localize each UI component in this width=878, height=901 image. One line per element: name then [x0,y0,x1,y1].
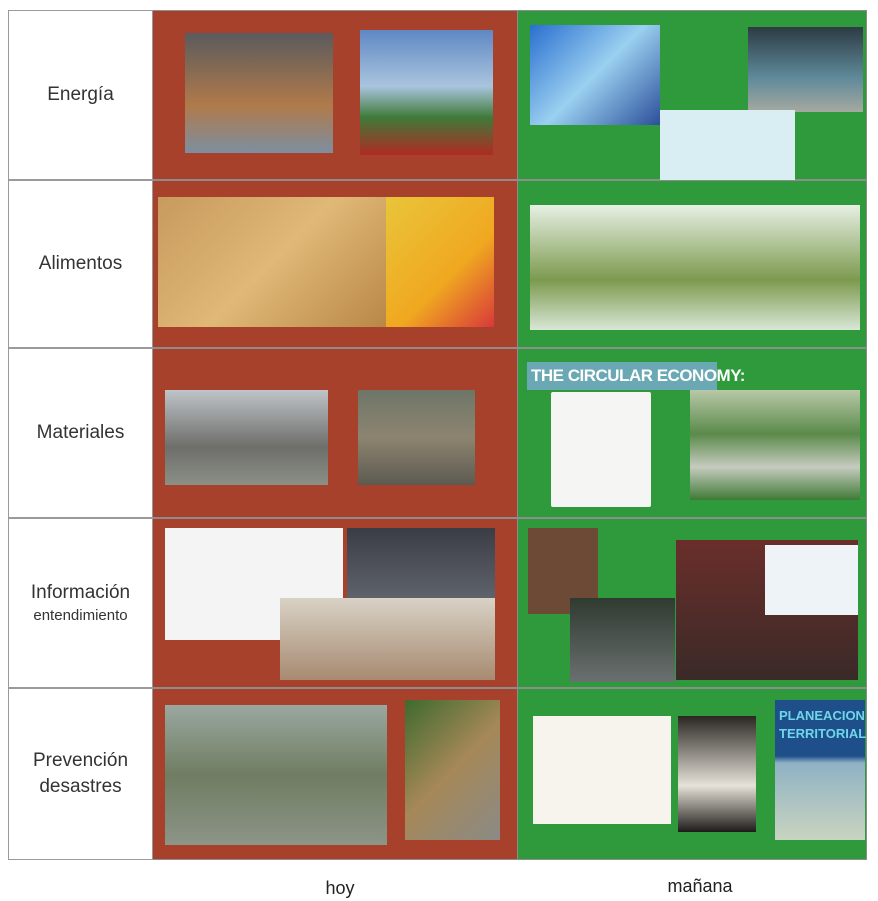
row-label: Alimentos [8,180,153,348]
image [775,700,865,840]
image [690,390,860,500]
row-label-line: Alimentos [38,253,123,275]
row-label-line: Materiales [36,422,125,444]
image [358,390,475,485]
image [405,700,500,840]
row-label: Información entendimiento [8,518,153,688]
image [386,197,494,327]
image [765,545,858,615]
row-label-line: entendimiento [33,606,128,624]
image [660,110,795,180]
row-label-line: Información [30,582,131,604]
image [280,598,495,680]
column-label: mañana [667,876,733,896]
image-text: THE CIRCULAR ECONOMY: [531,366,745,385]
image [158,197,388,327]
row-label-line: Energía [47,84,114,106]
image [530,205,860,330]
row-label: Materiales [8,348,153,518]
image [748,27,863,112]
column-label: hoy [325,878,355,898]
image [165,390,328,485]
image [527,362,717,390]
image [533,716,671,824]
image [185,33,333,153]
image [551,392,651,507]
image [530,25,660,125]
image [678,716,756,832]
row-label-line: Prevención [32,750,129,772]
image [570,598,675,682]
row-label: Energía [8,10,153,180]
image [165,705,387,845]
image-text: TERRITORIAL [779,726,867,741]
row-label-line: desastres [39,776,122,797]
row-label: Prevención desastres [8,688,153,860]
image [360,30,493,155]
image-text: PLANEACION [779,708,865,723]
